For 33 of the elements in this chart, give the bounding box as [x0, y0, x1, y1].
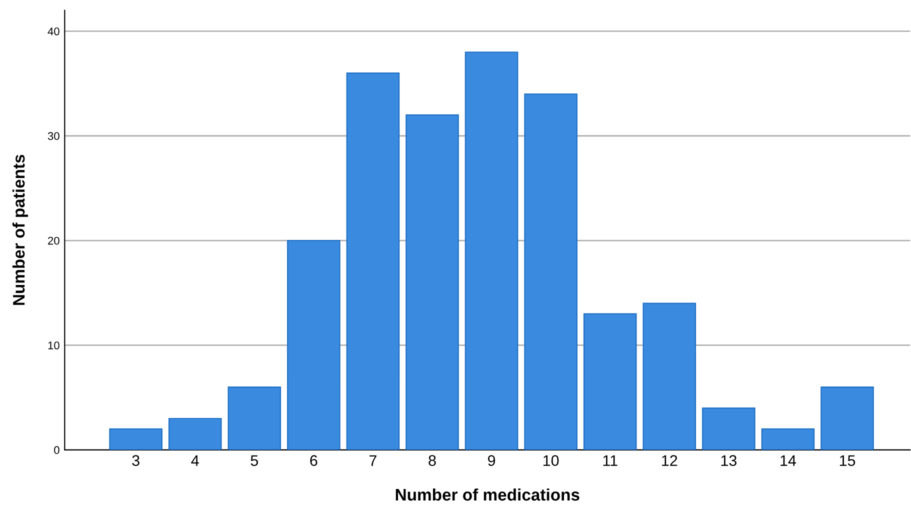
bar: [109, 428, 162, 450]
x-tick-label: 3: [132, 455, 140, 466]
y-axis-title: Number of patients: [12, 154, 28, 305]
x-tick-label: 14: [780, 455, 796, 466]
x-tick-label: 13: [721, 455, 736, 466]
bar: [642, 302, 696, 450]
y-tick-label: 0: [54, 446, 60, 454]
x-tick-label: 8: [428, 455, 436, 466]
bar: [406, 114, 459, 450]
x-tick-label: 12: [662, 455, 678, 466]
x-tick-label: 9: [488, 455, 496, 466]
bar: [168, 418, 222, 450]
y-tick-label: 20: [48, 236, 60, 245]
x-tick-label: 4: [191, 455, 199, 466]
bar: [524, 93, 578, 450]
x-axis-title: Number of medications: [396, 488, 580, 501]
y-tick-label: 40: [48, 27, 60, 36]
bar: [761, 428, 815, 450]
x-tick-label: 15: [840, 455, 856, 466]
x-tick-label: 7: [370, 455, 376, 466]
x-tick-label: 11: [603, 455, 618, 466]
bar: [228, 386, 282, 450]
x-tick-label: 10: [543, 455, 559, 466]
bar: [583, 313, 637, 450]
bar: [287, 240, 340, 450]
y-tick-label: 30: [48, 132, 60, 140]
bar: [820, 386, 874, 450]
y-tick-label: 10: [48, 341, 60, 350]
x-tick-label: 6: [310, 455, 318, 466]
x-tick-label: 5: [250, 455, 258, 466]
bar: [346, 72, 400, 450]
bar: [464, 52, 518, 450]
bar: [702, 407, 756, 450]
